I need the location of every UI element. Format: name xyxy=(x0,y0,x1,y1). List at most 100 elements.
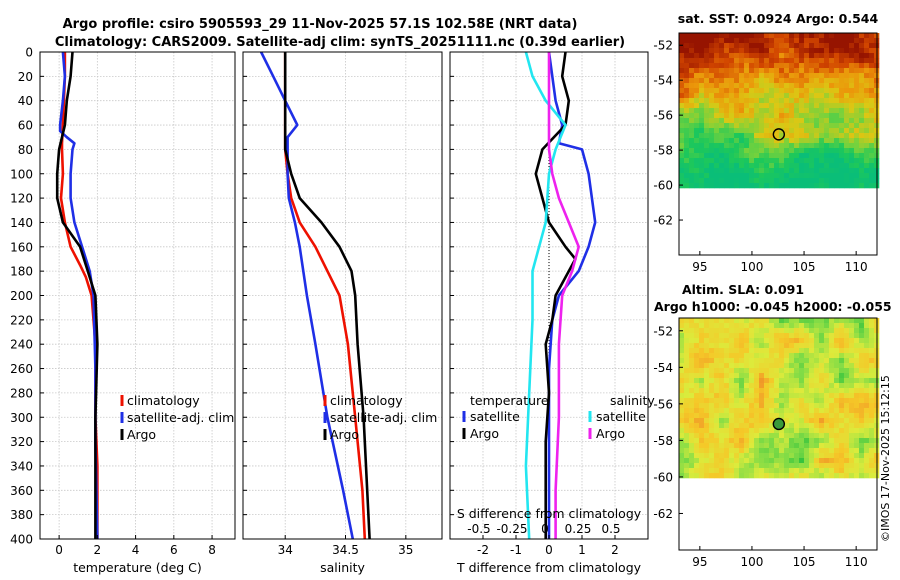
map-y-tick-label: -62 xyxy=(653,214,673,228)
map-x-tick-label: 100 xyxy=(740,260,763,274)
series-line-temperature-argo xyxy=(534,51,577,539)
y-tick-label: 240 xyxy=(10,338,33,352)
y-tick-label: 340 xyxy=(10,459,33,473)
map-sla_map: 95 100 105 110 -52 -54 -56 -58 -60 -62 Altim. SLA:… xyxy=(653,282,891,569)
legend-label: climatology xyxy=(127,393,200,408)
y-tick-label: 280 xyxy=(10,386,33,400)
map-title-line2: Argo h1000: -0.045 h2000: -0.055 xyxy=(654,299,892,314)
y-tick-label: 40 xyxy=(18,94,33,108)
x-tick-label: 2 xyxy=(94,543,102,557)
y-tick-label: 400 xyxy=(10,533,33,547)
series-line-satellite-adj-clim xyxy=(58,51,99,540)
map-x-tick-label: 110 xyxy=(845,555,868,569)
y-tick-label: 80 xyxy=(18,143,33,157)
y-tick-label: 100 xyxy=(10,167,33,181)
x-tick-label: 6 xyxy=(170,543,178,557)
legend-label: Argo xyxy=(127,427,156,442)
legend-label: Argo xyxy=(330,427,359,442)
y-tick-label: 200 xyxy=(10,289,33,303)
panel-temperature: 0 2 4 6 8 temperature (deg C) 0 20 40 60 80 100 120 1… xyxy=(10,46,236,575)
top-x-tick-label: -0.25 xyxy=(496,522,527,536)
map-y-tick-label: -54 xyxy=(653,74,673,88)
argo-position-marker xyxy=(772,417,786,431)
legend-label: Argo xyxy=(470,426,499,441)
x-tick-label: 35 xyxy=(398,543,413,557)
legend-label: satellite xyxy=(470,409,520,424)
panel-differences: -2 -1 0 1 2 T difference from climatology S di… xyxy=(449,51,655,575)
y-tick-label: 140 xyxy=(10,216,33,230)
map-frame xyxy=(678,32,878,256)
x-tick-label: 34 xyxy=(278,543,293,557)
y-tick-label: 360 xyxy=(10,484,33,498)
x-tick-label: 2 xyxy=(611,543,619,557)
map-y-tick-label: -58 xyxy=(653,434,673,448)
top-x-tick-label: 0.25 xyxy=(565,522,592,536)
y-tick-label: 260 xyxy=(10,362,33,376)
top-x-tick-label: 0.5 xyxy=(601,522,620,536)
x-tick-label: -2 xyxy=(477,543,489,557)
map-title: sat. SST: 0.0924 Argo: 0.544 xyxy=(678,11,879,26)
x-tick-label: 0 xyxy=(55,543,63,557)
map-y-tick-label: -60 xyxy=(653,179,673,193)
x-tick-label: -1 xyxy=(510,543,522,557)
top-x-tick-label: 0 xyxy=(541,522,549,536)
figure-title-line2: Climatology: CARS2009. Satellite-adj cli… xyxy=(55,35,625,50)
series-line-salinity-argo xyxy=(547,52,580,539)
legend-label: Argo xyxy=(596,426,625,441)
map-frame xyxy=(678,317,878,551)
map-y-tick-label: -60 xyxy=(653,470,673,484)
map-x-tick-label: 95 xyxy=(692,260,707,274)
map-x-tick-label: 105 xyxy=(793,260,816,274)
x-axis-label: T difference from climatology xyxy=(456,560,642,575)
map-x-tick-label: 105 xyxy=(793,555,816,569)
legend-title-temperature: temperature xyxy=(470,393,549,408)
x-tick-label: 0 xyxy=(545,543,553,557)
y-tick-label: 380 xyxy=(10,508,33,522)
series-line-satellite-adj-clim xyxy=(259,51,355,540)
y-tick-label: 300 xyxy=(10,411,33,425)
map-y-tick-label: -56 xyxy=(653,397,673,411)
series-line-salinity-satellite xyxy=(524,51,567,540)
series-line-argo xyxy=(283,52,371,540)
imos-watermark: ©IMOS 17-Nov-2025 15:12:15 xyxy=(879,375,892,542)
x-tick-label: 34.5 xyxy=(332,543,359,557)
y-tick-label: 120 xyxy=(10,192,33,206)
series-line-temperature-satellite xyxy=(547,51,597,539)
series-line-argo xyxy=(55,51,99,539)
y-tick-label: 160 xyxy=(10,240,33,254)
argo-position-marker xyxy=(772,128,786,141)
map-y-tick-label: -58 xyxy=(653,144,673,158)
figure-title-line1: Argo profile: csiro 5905593_29 11-Nov-20… xyxy=(63,17,578,32)
y-tick-label: 60 xyxy=(18,119,33,133)
map-sst_map: 95 100 105 110 -52 -54 -56 -58 -60 -62 sat. SST: 0… xyxy=(653,11,880,274)
map-y-tick-label: -52 xyxy=(653,324,673,338)
legend-label: satellite-adj. clim xyxy=(127,410,234,425)
map-title-line1: Altim. SLA: 0.091 xyxy=(682,282,804,297)
y-tick-label: 20 xyxy=(18,70,33,84)
map-field-sst_map xyxy=(679,33,880,189)
x-axis-label: salinity xyxy=(320,560,365,575)
top-x-tick-label: -0.5 xyxy=(467,522,490,536)
y-tick-label: 220 xyxy=(10,313,33,327)
map-x-tick-label: 100 xyxy=(740,555,763,569)
map-y-tick-label: -54 xyxy=(653,361,673,375)
map-x-tick-label: 110 xyxy=(845,260,868,274)
legend-title-salinity: salinity xyxy=(610,393,655,408)
map-field-sla_map xyxy=(679,318,880,479)
y-tick-label: 180 xyxy=(10,265,33,279)
map-y-tick-label: -56 xyxy=(653,109,673,123)
top-axis-label: S difference from climatology xyxy=(457,506,642,521)
x-tick-label: 4 xyxy=(132,543,140,557)
panel-salinity: 34 34.5 35 salinity climatology satellite-adj… xyxy=(242,51,443,575)
y-tick-label: 0 xyxy=(25,46,33,60)
y-tick-label: 320 xyxy=(10,435,33,449)
map-x-tick-label: 95 xyxy=(692,555,707,569)
map-y-tick-label: -62 xyxy=(653,507,673,521)
map-y-tick-label: -52 xyxy=(653,39,673,53)
legend-label: satellite xyxy=(596,409,646,424)
x-tick-label: 1 xyxy=(578,543,586,557)
legend-label: climatology xyxy=(330,393,403,408)
x-tick-label: 8 xyxy=(208,543,216,557)
